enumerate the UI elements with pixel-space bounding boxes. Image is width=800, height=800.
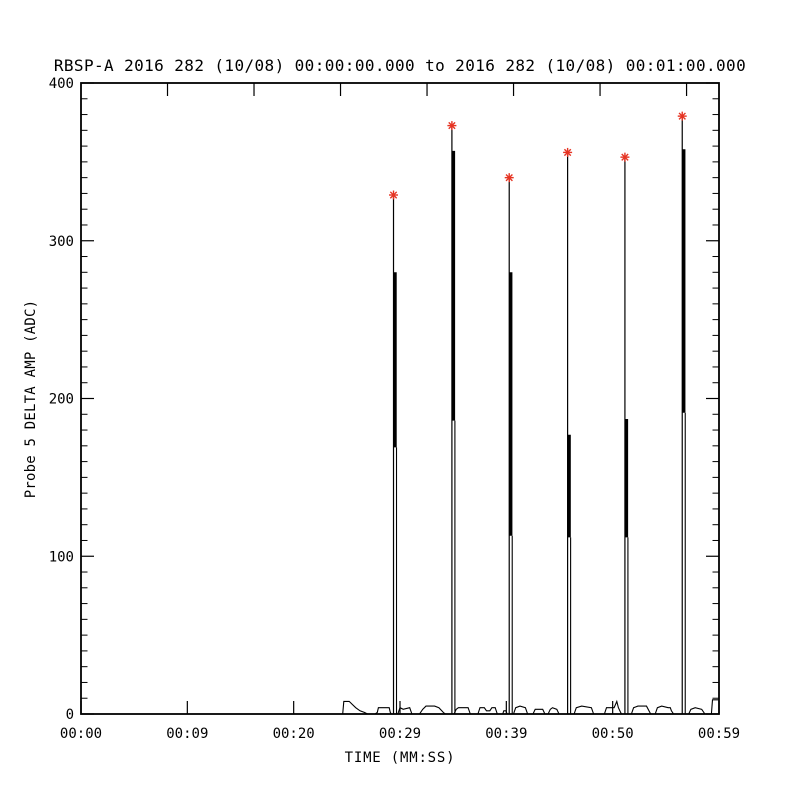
x-tick-label: 00:29 [379,726,421,742]
peak-marker-asterisk [677,111,687,121]
x-tick-label: 00:09 [166,726,208,742]
x-tick-label: 00:59 [698,726,740,742]
peak-marker-asterisk [563,147,573,157]
peak-marker-asterisk [620,152,630,162]
y-tick-label: 200 [49,392,74,408]
y-axis-title-text: Probe 5 DELTA AMP (ADC) [23,299,39,498]
x-tick-label: 00:50 [592,726,634,742]
y-tick-label: 300 [49,234,74,250]
peak-marker-asterisk [504,173,514,183]
x-tick-label: 00:00 [60,726,102,742]
x-axis-title: TIME (MM:SS) [344,750,456,766]
peak-markers [389,111,687,200]
x-tick-label: 00:20 [273,726,315,742]
peak-marker-asterisk [447,121,457,131]
x-tick-label: 00:39 [485,726,527,742]
y-tick-label: 0 [66,707,74,723]
spike-lines [392,116,686,714]
y-axis-ticks: 0 100 200 300 400 [49,76,719,723]
plot-title: RBSP-A 2016 282 (10/08) 00:00:00.000 to … [53,56,747,75]
y-tick-label: 400 [49,76,74,92]
peak-marker-asterisk [389,190,399,200]
y-tick-label: 100 [49,549,74,565]
x-axis-ticks: 00:00 00:09 00:20 00:29 00:39 00:50 00:59 [60,83,740,742]
axes-box [80,82,720,715]
